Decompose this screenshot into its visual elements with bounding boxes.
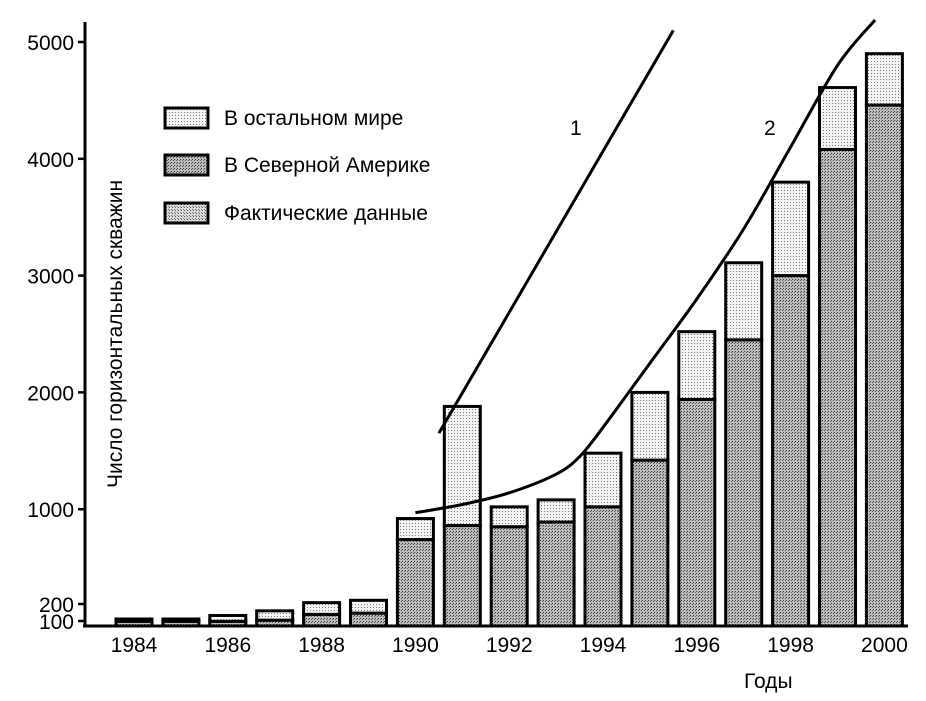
bar-north-america-1995 (630, 458, 670, 628)
x-tick-label-1984: 1984 (111, 634, 158, 657)
bar-rest-of-world-1986 (208, 613, 248, 623)
legend: В остальном мире В Северной Америке Факт… (163, 106, 430, 225)
x-tick-label-1992: 1992 (486, 634, 533, 657)
bar-north-america-1989 (349, 611, 388, 628)
y-tick-label-200: 200 (39, 594, 74, 617)
bar-north-america-1994 (583, 505, 623, 628)
legend-swatch-actual (163, 201, 210, 225)
bar-rest-of-world-1998 (771, 180, 811, 278)
bar-rest-of-world-1995 (630, 390, 670, 462)
legend-label-actual: Фактические данные (224, 202, 428, 225)
bar-north-america-1993 (536, 520, 576, 628)
bar-north-america-1996 (677, 397, 717, 628)
legend-swatch-north-america (163, 153, 210, 177)
trend-curves-group (415, 19, 877, 515)
x-axis-ticks: 1984 1986 1988 1990 1992 1994 1996 1998 2000 (111, 634, 908, 657)
x-tick-label-1988: 1988 (298, 634, 345, 657)
bar-north-america-1992 (489, 525, 529, 628)
bar-north-america-1988 (302, 612, 342, 628)
bar-rest-of-world-1992 (489, 505, 529, 529)
bar-rest-of-world-1994 (583, 451, 623, 509)
x-axis-title: Годы (744, 670, 793, 693)
bar-rest-of-world-1996 (677, 330, 717, 401)
bar-rest-of-world-2000 (864, 52, 904, 107)
y-axis-title: Число горизонтальных скважин (104, 180, 127, 488)
legend-swatch-rest-of-world (163, 106, 210, 130)
bar-rest-of-world-1987 (255, 609, 295, 622)
bars-group (114, 52, 904, 628)
legend-label-rest-of-world: В остальном мире (224, 107, 403, 130)
bar-rest-of-world-1984 (114, 617, 154, 623)
bar-rest-of-world-1989 (349, 598, 388, 615)
x-tick-label-1994: 1994 (580, 634, 627, 657)
x-tick-label-1990: 1990 (392, 634, 439, 657)
bar-rest-of-world-1993 (536, 498, 576, 524)
x-tick-label-1986: 1986 (204, 634, 251, 657)
bar-north-america-1999 (818, 147, 857, 628)
bar-rest-of-world-1988 (302, 601, 342, 616)
y-tick-label-4000: 4000 (27, 149, 74, 172)
y-tick-label-100: 100 (39, 611, 74, 634)
legend-label-north-america: В Северной Америке (224, 154, 430, 177)
x-tick-label-2000: 2000 (861, 634, 908, 657)
x-tick-label-1996: 1996 (673, 634, 720, 657)
bar-north-america-2000 (864, 103, 904, 628)
trend-curve-2 (415, 19, 877, 515)
bar-rest-of-world-1999 (818, 86, 857, 151)
curve-label-2: 2 (764, 117, 776, 140)
bar-rest-of-world-1985 (161, 617, 201, 623)
bar-north-america-1998 (771, 274, 811, 628)
y-tick-label-1000: 1000 (27, 499, 74, 522)
bar-north-america-1997 (724, 338, 764, 628)
trend-curve-1 (437, 29, 675, 435)
bar-north-america-1991 (442, 524, 482, 628)
bar-rest-of-world-1990 (395, 517, 435, 542)
bar-rest-of-world-1997 (724, 261, 764, 342)
bar-north-america-1990 (395, 538, 435, 628)
curve-label-1: 1 (570, 117, 582, 140)
x-tick-label-1998: 1998 (767, 634, 814, 657)
y-tick-label-2000: 2000 (27, 382, 74, 405)
y-tick-label-3000: 3000 (27, 266, 74, 289)
y-tick-label-5000: 5000 (27, 32, 74, 55)
